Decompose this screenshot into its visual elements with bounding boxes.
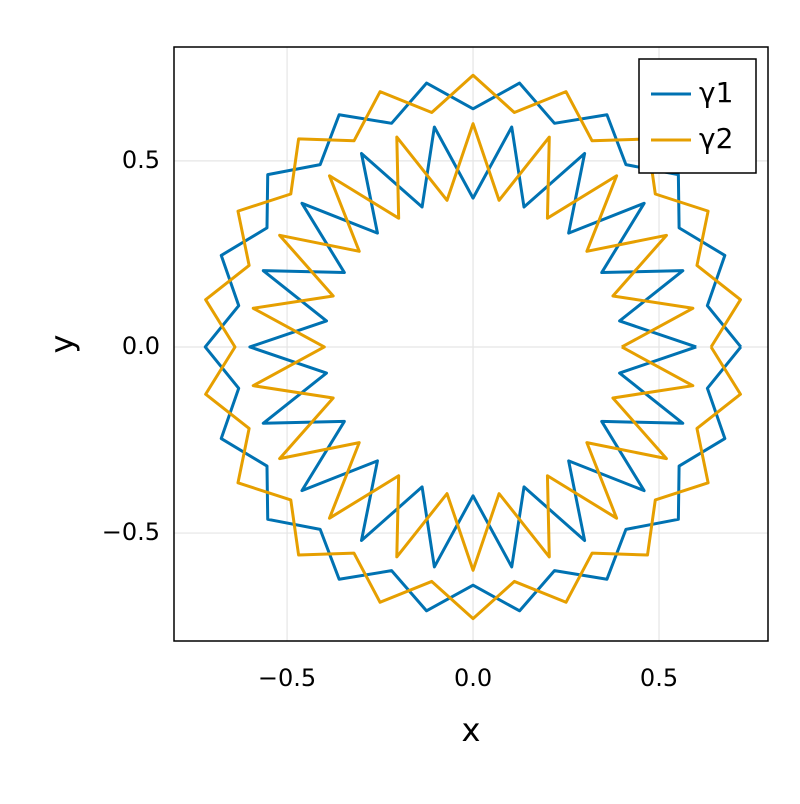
x-tick-label: 0.5 — [640, 664, 678, 692]
x-axis-label: x — [462, 711, 481, 749]
series-line — [203, 81, 743, 613]
y-tick-label: 0.0 — [122, 332, 160, 360]
plot-frame — [173, 46, 769, 642]
y-tick-label: −0.5 — [102, 518, 160, 546]
ticks: −0.5 0.0 0.5 −0.5 0.0 0.5 — [102, 146, 678, 692]
y-axis-label: y — [43, 335, 81, 354]
x-tick-label: −0.5 — [258, 664, 316, 692]
x-tick-label: 0.0 — [454, 664, 492, 692]
legend-label: γ2 — [699, 122, 733, 155]
plot-lines — [203, 73, 743, 621]
legend-box — [638, 58, 757, 174]
y-tick-label: 0.5 — [122, 146, 160, 174]
series-line — [204, 73, 742, 621]
legend-label: γ1 — [699, 76, 733, 109]
